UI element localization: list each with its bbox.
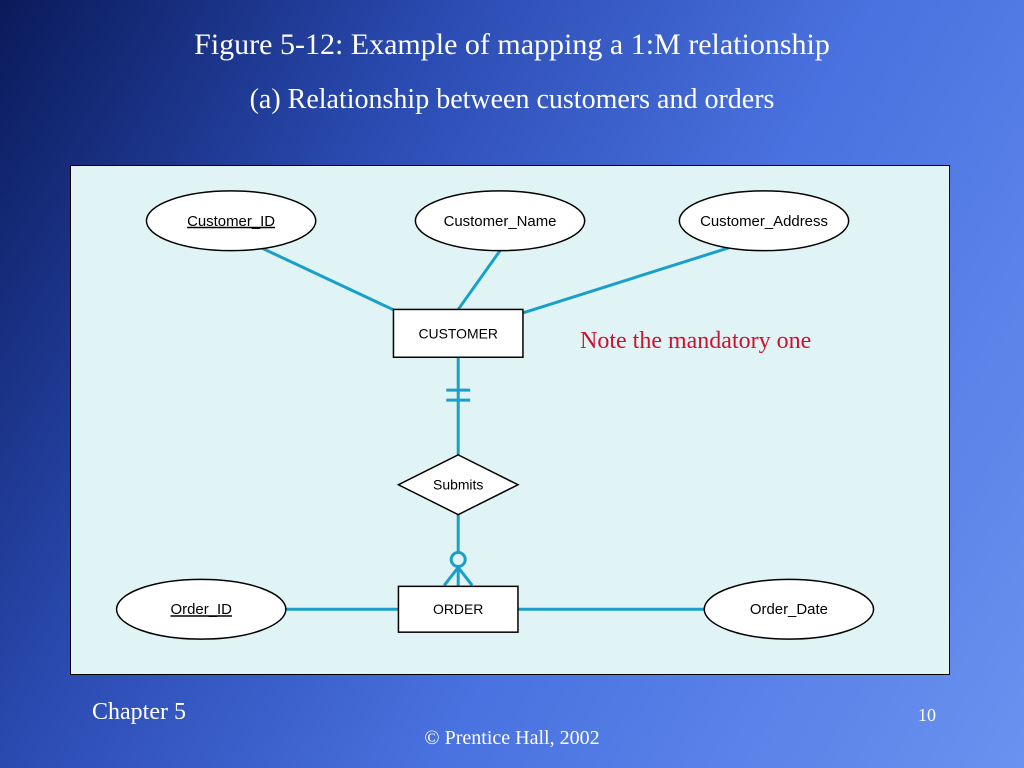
slide-title: Figure 5-12: Example of mapping a 1:M re… (0, 0, 1024, 62)
footer-page: 10 (918, 705, 936, 726)
footer-chapter: Chapter 5 (92, 699, 186, 726)
svg-text:Submits: Submits (433, 477, 483, 493)
svg-text:Order_ID: Order_ID (170, 601, 232, 618)
footer-copyright: © Prentice Hall, 2002 (0, 727, 1024, 750)
er-diagram: Customer_ID Customer_Name Customer_Address… (70, 165, 950, 675)
svg-text:ORDER: ORDER (433, 601, 483, 617)
svg-text:Customer_Name: Customer_Name (444, 213, 557, 230)
svg-text:CUSTOMER: CUSTOMER (418, 325, 498, 341)
slide-subtitle: (a) Relationship between customers and o… (0, 62, 1024, 116)
mandatory-one-note: Note the mandatory one (580, 328, 811, 355)
diagram-svg: Customer_ID Customer_Name Customer_Address… (71, 166, 949, 674)
svg-text:Customer_ID: Customer_ID (187, 213, 275, 230)
svg-text:Customer_Address: Customer_Address (700, 213, 828, 230)
svg-text:Order_Date: Order_Date (750, 601, 828, 618)
